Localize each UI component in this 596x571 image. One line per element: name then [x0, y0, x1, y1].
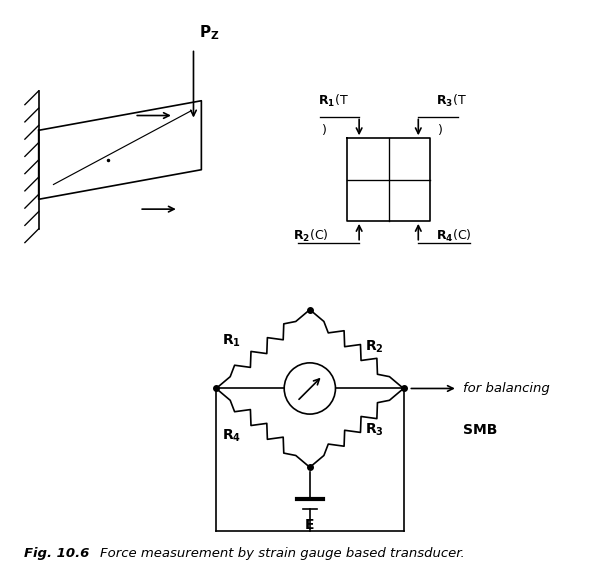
Text: $\mathbf{R_4}$: $\mathbf{R_4}$ [222, 428, 241, 444]
Text: $\mathbf{P_Z}$: $\mathbf{P_Z}$ [200, 23, 220, 42]
Text: Force measurement by strain gauge based transducer.: Force measurement by strain gauge based … [83, 546, 465, 560]
Text: ): ) [438, 124, 443, 138]
Text: SMB: SMB [462, 423, 497, 437]
Text: $\mathbf{R_3}$: $\mathbf{R_3}$ [365, 421, 383, 438]
Polygon shape [39, 100, 201, 199]
Text: $\mathbf{R_1}$: $\mathbf{R_1}$ [222, 333, 241, 349]
Text: $\mathbf{R_4}$(C): $\mathbf{R_4}$(C) [436, 228, 471, 244]
Text: $\mathbf{R_3}$(T: $\mathbf{R_3}$(T [436, 93, 467, 108]
Text: E: E [305, 517, 315, 532]
Text: ): ) [322, 124, 327, 138]
Text: $\mathbf{R_2}$(C): $\mathbf{R_2}$(C) [293, 228, 328, 244]
Circle shape [284, 363, 336, 414]
Text: for balancing: for balancing [462, 382, 550, 395]
Text: Fig. 10.6: Fig. 10.6 [24, 546, 89, 560]
Text: $\mathbf{R_2}$: $\mathbf{R_2}$ [365, 339, 383, 355]
Text: $\mathbf{R_1}$(T: $\mathbf{R_1}$(T [318, 93, 349, 108]
